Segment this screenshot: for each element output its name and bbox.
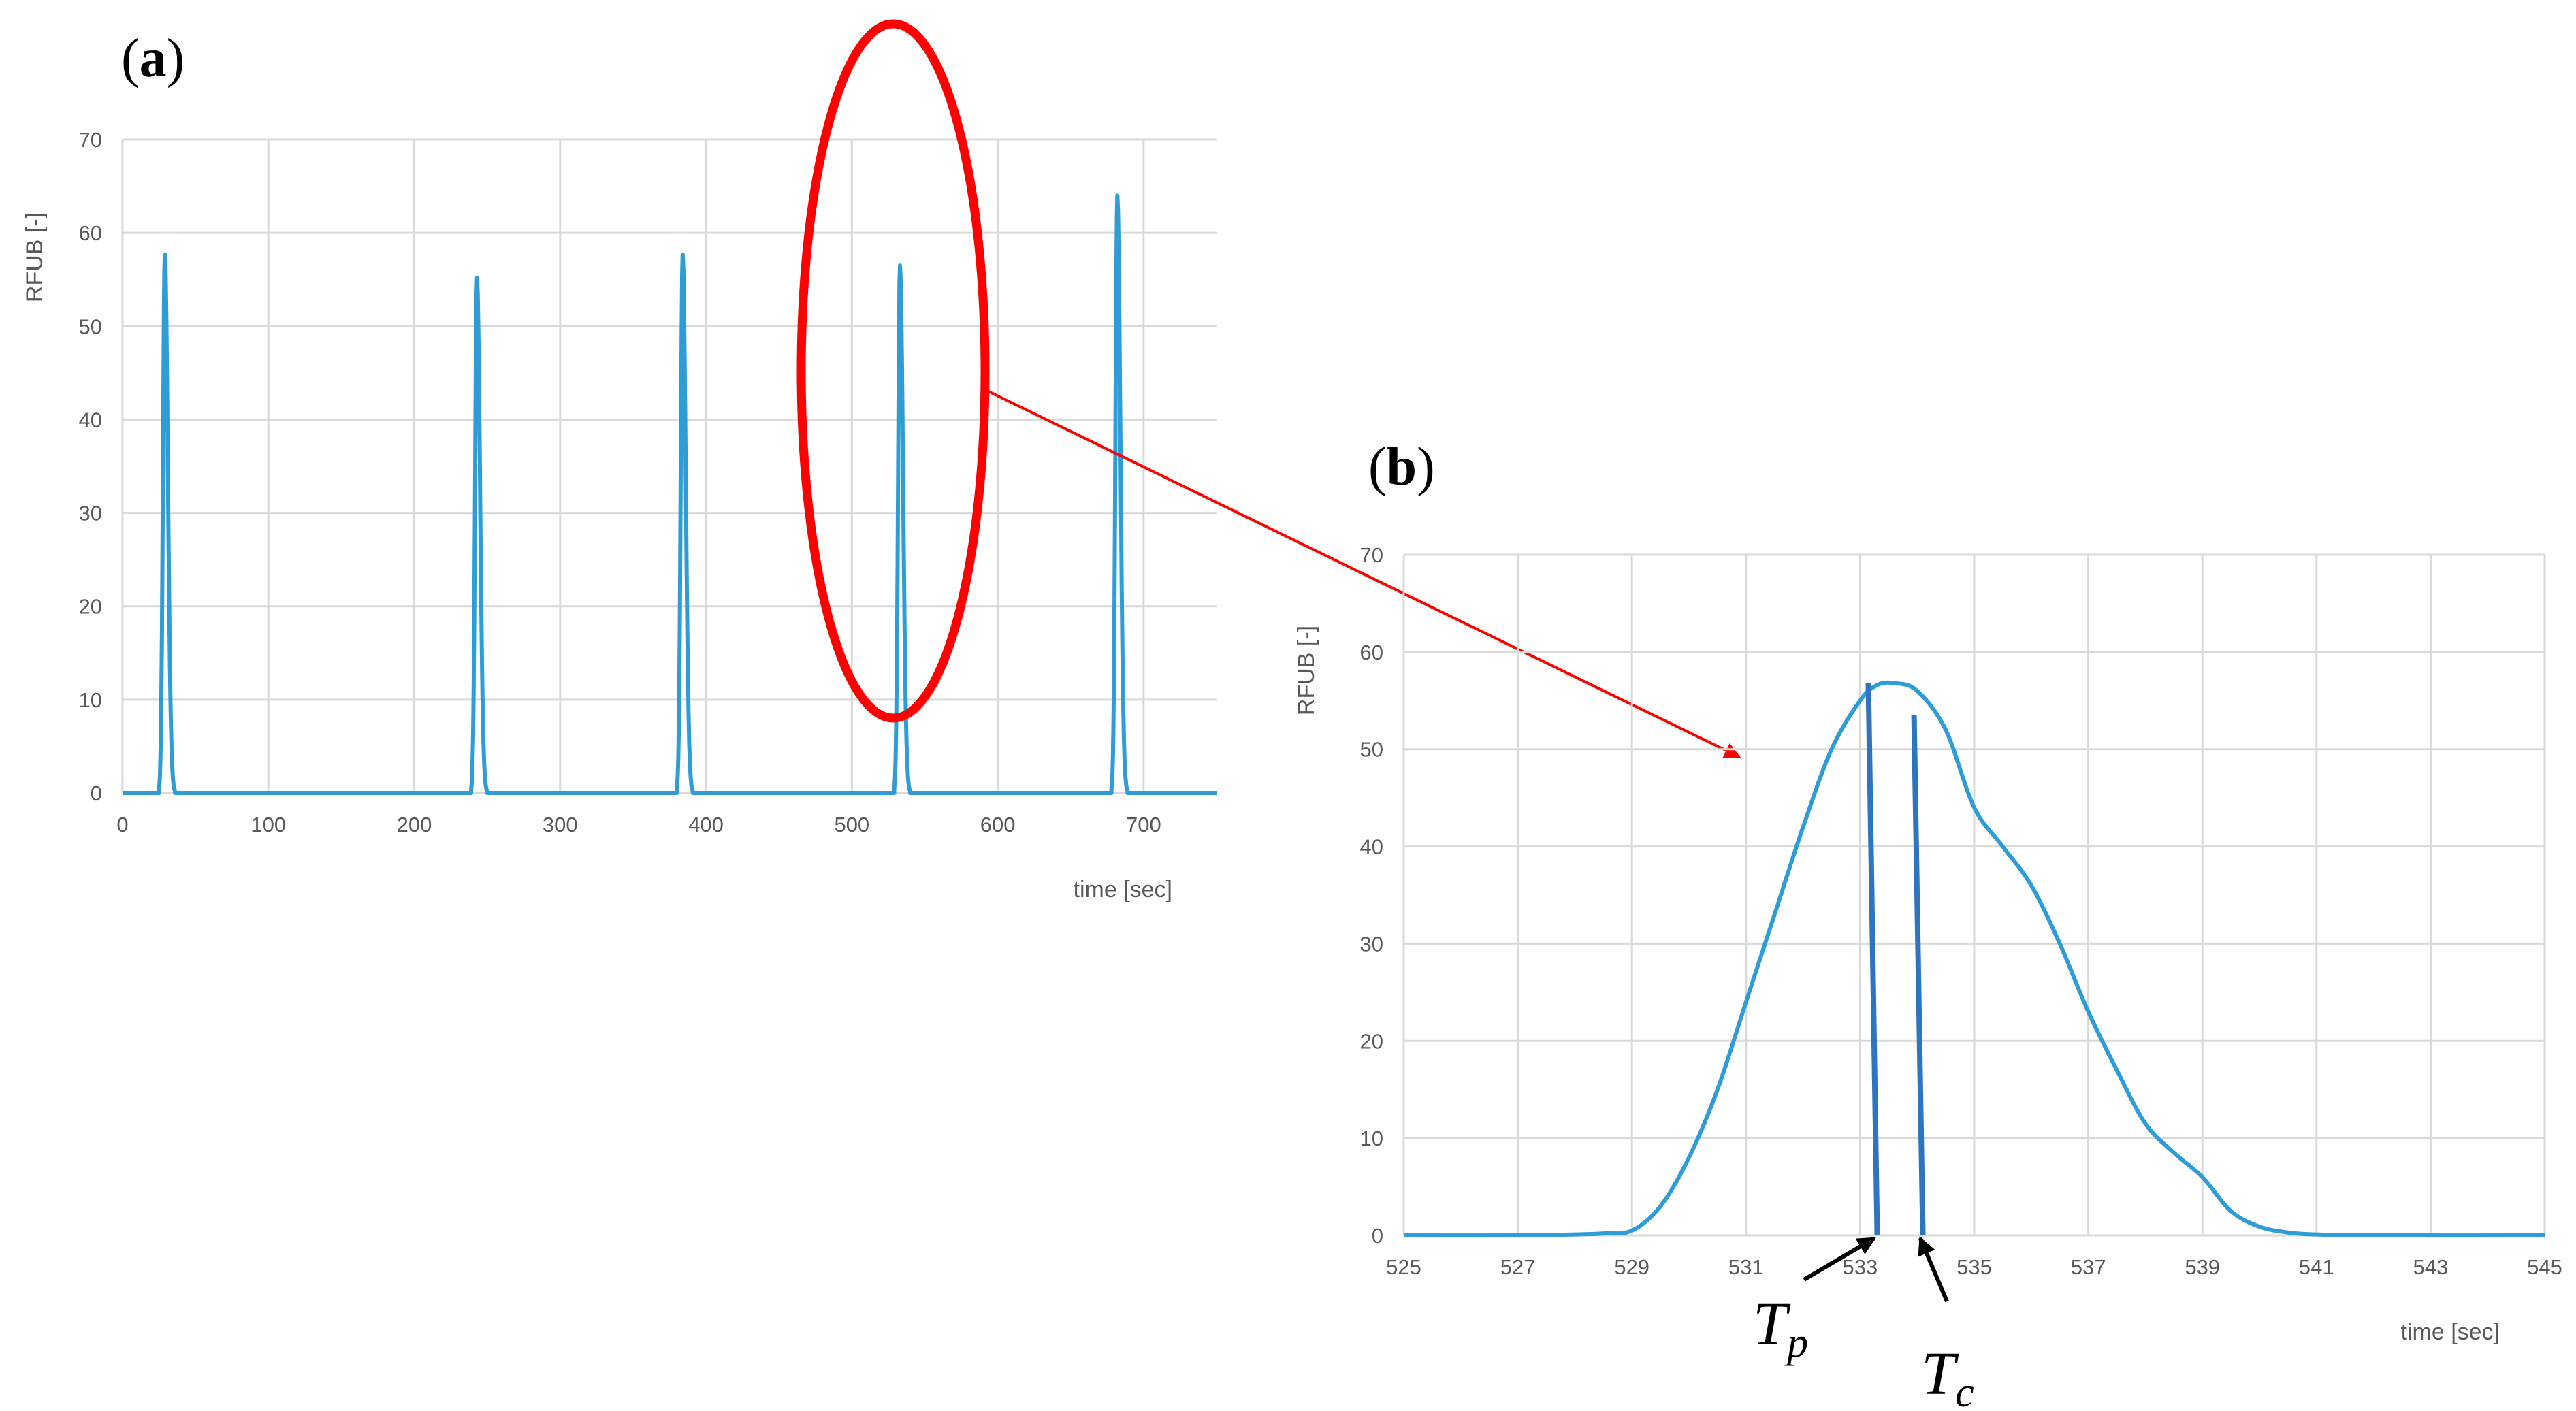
panel-b-y-tick-label: 50 xyxy=(1360,738,1383,762)
panel-a-y-tick-label: 60 xyxy=(79,221,102,245)
panel-a-y-tick-label: 30 xyxy=(79,502,102,525)
panel-a-y-tick-label: 50 xyxy=(79,314,102,338)
tc-label-sub: c xyxy=(1955,1369,1974,1411)
panel-a-x-tick-label: 600 xyxy=(980,813,1016,837)
panel-a-x-tick-label: 500 xyxy=(834,813,869,837)
tp-label: Tp xyxy=(1753,1291,1808,1366)
panel-a-grid xyxy=(121,138,1217,794)
panel-a-y-tick-label: 40 xyxy=(79,408,102,432)
panel-b-x-tick-label: 543 xyxy=(2413,1255,2449,1279)
panel-b-x-tick-label: 531 xyxy=(1728,1255,1764,1279)
panel-b-y-tick-label: 40 xyxy=(1360,835,1383,859)
panel-a-x-tick-label: 100 xyxy=(251,813,286,837)
panel-a-x-axis-title: time [sec] xyxy=(1074,877,1172,903)
panel-a-y-tick-label: 70 xyxy=(79,128,102,152)
highlight-ellipse xyxy=(796,19,990,723)
tc-label: Tc xyxy=(1921,1340,1974,1411)
panel-b-x-tick-label: 545 xyxy=(2527,1255,2562,1279)
panel-a-x-ticks: 0 100 200 300 400 500 600 700 xyxy=(116,813,1161,837)
panel-b-y-tick-label: 70 xyxy=(1360,543,1383,567)
panel-b-label: (b) xyxy=(1368,437,1435,497)
panel-a-x-tick-label: 0 xyxy=(116,813,128,837)
panel-b-x-tick-label: 533 xyxy=(1843,1255,1878,1279)
panel-b-x-axis-title: time [sec] xyxy=(2401,1319,2500,1345)
zoom-arrow xyxy=(988,390,1741,758)
tc-label-main: T xyxy=(1921,1340,1959,1408)
panel-a-series-line xyxy=(123,193,1217,795)
panel-b-x-tick-label: 525 xyxy=(1386,1255,1421,1279)
panel-b-y-tick-label: 60 xyxy=(1360,640,1383,664)
panel-a-x-tick-label: 400 xyxy=(688,813,724,837)
panel-a-y-tick-label: 0 xyxy=(91,781,102,805)
panel-b-y-axis-title: RFUB [-] xyxy=(1293,626,1319,715)
panel-a-label: (a) xyxy=(121,29,184,88)
panel-b-y-tick-label: 0 xyxy=(1372,1224,1383,1248)
panel-b-x-tick-label: 539 xyxy=(2185,1255,2220,1279)
panel-b-y-tick-label: 10 xyxy=(1360,1126,1383,1150)
panel-b-y-tick-label: 30 xyxy=(1360,932,1383,956)
panel-b-grid xyxy=(1402,553,2546,1237)
panel-a-y-ticks: 0 10 20 30 40 50 60 70 xyxy=(79,128,102,805)
panel-a-x-tick-label: 200 xyxy=(397,813,432,837)
panel-b-y-ticks: 0 10 20 30 40 50 60 70 xyxy=(1360,543,1383,1248)
tc-marker-line xyxy=(1911,715,1926,1236)
panel-a-x-tick-label: 700 xyxy=(1126,813,1161,837)
panel-b: (b) 525 527 529 531 533 535 537 539 541 543 545 0 1… xyxy=(1293,437,2562,1411)
panel-b-markers: Tp Tc xyxy=(1753,683,1974,1411)
panel-a-x-tick-label: 300 xyxy=(543,813,578,837)
tp-label-sub: p xyxy=(1784,1320,1808,1366)
panel-b-x-tick-label: 535 xyxy=(1957,1255,1992,1279)
panel-b-x-tick-label: 529 xyxy=(1614,1255,1649,1279)
tp-label-main: T xyxy=(1753,1291,1791,1358)
panel-a-y-axis-title: RFUB [-] xyxy=(22,212,48,302)
tp-marker-line xyxy=(1865,683,1880,1236)
panel-b-x-tick-label: 541 xyxy=(2299,1255,2334,1279)
tc-pointer-arrow xyxy=(1918,1236,1949,1303)
panel-b-x-ticks: 525 527 529 531 533 535 537 539 541 543 545 xyxy=(1386,1255,2562,1279)
tp-pointer-arrow xyxy=(1803,1236,1876,1282)
panel-b-series-line xyxy=(1403,680,2545,1238)
panel-a-y-tick-label: 20 xyxy=(79,595,102,619)
panel-a: (a) 0 100 200 300 400 500 600 700 0 10 20 30 40 50 60… xyxy=(22,19,1217,903)
panel-b-x-tick-label: 527 xyxy=(1500,1255,1536,1279)
panel-a-y-tick-label: 10 xyxy=(79,688,102,712)
panel-b-x-tick-label: 537 xyxy=(2071,1255,2106,1279)
panel-b-y-tick-label: 20 xyxy=(1360,1029,1383,1053)
